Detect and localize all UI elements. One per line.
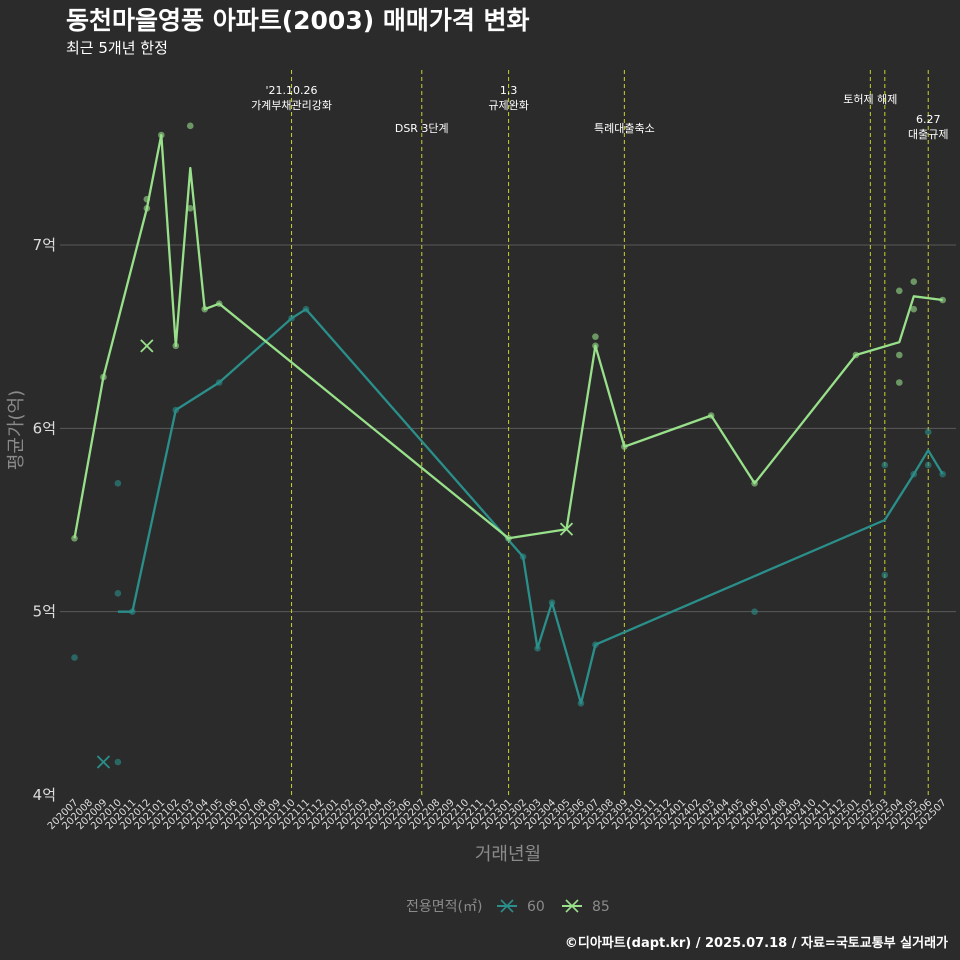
data-point — [71, 654, 78, 661]
x-tick-labels: 2020072020082020092020102020112020122021… — [46, 797, 949, 832]
event-label: 특례대출축소 — [594, 122, 655, 135]
data-point — [592, 333, 599, 340]
data-point — [71, 535, 78, 542]
data-point — [881, 571, 889, 579]
x-marker — [96, 755, 111, 769]
legend-swatch-x — [500, 899, 514, 913]
data-point — [114, 758, 122, 766]
caption: ©디아파트(dapt.kr) / 2025.07.18 / 자료=국토교통부 실… — [565, 935, 948, 951]
legend-item-60: 60 — [497, 899, 545, 915]
event-label: 1.3 — [500, 84, 518, 97]
legend: 전용면적(㎡) 60 85 — [406, 899, 610, 915]
y-tick-label: 4억 — [33, 786, 56, 804]
data-point — [751, 608, 758, 615]
event-label: 규제완화 — [488, 99, 528, 112]
chart-subtitle: 최근 5개년 한정 — [66, 39, 168, 57]
legend-item-85: 85 — [562, 899, 610, 915]
data-point — [910, 278, 918, 285]
event-label: '21.10.26 — [266, 84, 318, 97]
data-point — [881, 461, 889, 469]
y-tick-label: 6억 — [33, 419, 56, 437]
data-point — [114, 590, 122, 597]
y-tick-label: 5억 — [33, 603, 56, 621]
x-marker — [559, 522, 574, 536]
x-marker — [140, 339, 154, 353]
data-point — [186, 122, 194, 130]
series-60 — [71, 305, 946, 769]
event-label: 토허제 해제 — [843, 92, 897, 106]
event-label: 6.27 — [916, 113, 941, 126]
event-label: DSR 3단계 — [395, 122, 449, 135]
series-85 — [71, 122, 946, 542]
series-line — [73, 133, 943, 540]
data-point — [895, 351, 903, 359]
data-point — [910, 305, 918, 313]
x-axis-title: 거래년월 — [475, 844, 541, 865]
data-point — [114, 480, 122, 487]
y-gridlines — [60, 244, 956, 613]
event-label: 가계부채관리강화 — [251, 99, 332, 112]
data-point — [924, 461, 932, 469]
data-point — [895, 287, 903, 295]
y-tick-label: 7억 — [33, 236, 56, 254]
data-point — [186, 205, 194, 212]
data-point — [924, 428, 932, 436]
legend-label: 60 — [527, 899, 545, 915]
series-layer — [71, 122, 946, 769]
y-tick-labels: 4억 5억 6억 7억 — [33, 236, 56, 804]
legend-swatch-x — [565, 899, 579, 913]
chart-title: 동천마을영풍 아파트(2003) 매매가격 변화 — [66, 6, 530, 35]
legend-title: 전용면적(㎡) — [406, 899, 482, 915]
legend-label: 85 — [592, 899, 610, 915]
series-line — [117, 308, 944, 705]
y-axis-title: 평균가(억) — [6, 390, 27, 470]
data-point — [895, 379, 903, 386]
event-label: 대출규제 — [908, 128, 948, 141]
